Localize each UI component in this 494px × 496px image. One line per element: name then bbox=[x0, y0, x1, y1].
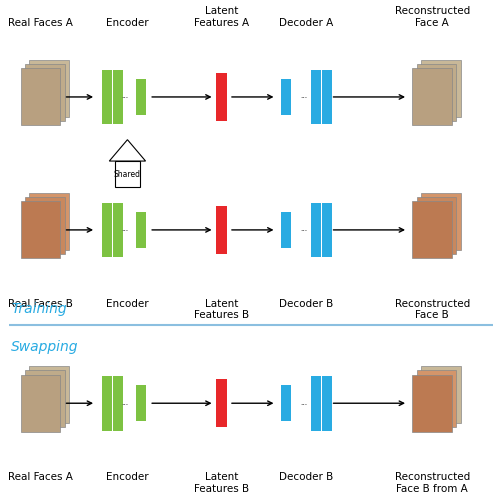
Text: Latent
Features B: Latent Features B bbox=[194, 299, 249, 320]
Text: Encoder: Encoder bbox=[106, 299, 149, 309]
Text: ...: ... bbox=[300, 227, 308, 233]
Text: ...: ... bbox=[122, 227, 128, 233]
Polygon shape bbox=[109, 140, 146, 161]
FancyBboxPatch shape bbox=[21, 375, 60, 432]
FancyBboxPatch shape bbox=[29, 60, 69, 117]
Text: Reconstructed
Face A: Reconstructed Face A bbox=[395, 6, 470, 28]
FancyBboxPatch shape bbox=[421, 366, 461, 423]
Text: ...: ... bbox=[300, 401, 308, 406]
Text: ...: ... bbox=[300, 94, 308, 100]
Text: Shared: Shared bbox=[114, 170, 141, 179]
FancyBboxPatch shape bbox=[25, 371, 65, 428]
FancyBboxPatch shape bbox=[311, 69, 321, 124]
Text: Training: Training bbox=[11, 303, 67, 316]
Text: Real Faces A: Real Faces A bbox=[8, 472, 73, 482]
FancyBboxPatch shape bbox=[136, 79, 146, 115]
FancyBboxPatch shape bbox=[21, 68, 60, 125]
FancyBboxPatch shape bbox=[113, 202, 123, 257]
FancyBboxPatch shape bbox=[281, 385, 291, 421]
FancyBboxPatch shape bbox=[322, 69, 331, 124]
FancyBboxPatch shape bbox=[281, 212, 291, 248]
Text: Real Faces B: Real Faces B bbox=[8, 299, 73, 309]
FancyBboxPatch shape bbox=[29, 366, 69, 423]
Text: Swapping: Swapping bbox=[11, 340, 79, 354]
Text: Reconstructed
Face B: Reconstructed Face B bbox=[395, 299, 470, 320]
FancyBboxPatch shape bbox=[113, 376, 123, 431]
FancyBboxPatch shape bbox=[412, 201, 452, 258]
FancyBboxPatch shape bbox=[416, 371, 456, 428]
Text: ...: ... bbox=[122, 401, 128, 406]
FancyBboxPatch shape bbox=[216, 206, 227, 253]
FancyBboxPatch shape bbox=[322, 376, 331, 431]
FancyBboxPatch shape bbox=[416, 197, 456, 254]
Text: Real Faces A: Real Faces A bbox=[8, 18, 73, 28]
FancyBboxPatch shape bbox=[21, 201, 60, 258]
FancyBboxPatch shape bbox=[136, 385, 146, 421]
FancyBboxPatch shape bbox=[421, 193, 461, 250]
FancyBboxPatch shape bbox=[102, 202, 112, 257]
FancyBboxPatch shape bbox=[216, 73, 227, 121]
FancyBboxPatch shape bbox=[311, 376, 321, 431]
Text: Latent
Features B: Latent Features B bbox=[194, 472, 249, 494]
FancyBboxPatch shape bbox=[102, 69, 112, 124]
Text: Decoder A: Decoder A bbox=[279, 18, 333, 28]
Text: Latent
Features A: Latent Features A bbox=[194, 6, 249, 28]
FancyBboxPatch shape bbox=[25, 197, 65, 254]
FancyBboxPatch shape bbox=[115, 161, 139, 187]
Text: Decoder B: Decoder B bbox=[279, 299, 333, 309]
FancyBboxPatch shape bbox=[416, 64, 456, 121]
FancyBboxPatch shape bbox=[311, 202, 321, 257]
Text: Encoder: Encoder bbox=[106, 18, 149, 28]
FancyBboxPatch shape bbox=[421, 60, 461, 117]
FancyBboxPatch shape bbox=[29, 193, 69, 250]
FancyBboxPatch shape bbox=[412, 68, 452, 125]
FancyBboxPatch shape bbox=[136, 212, 146, 248]
Text: Decoder B: Decoder B bbox=[279, 472, 333, 482]
FancyBboxPatch shape bbox=[113, 69, 123, 124]
FancyBboxPatch shape bbox=[281, 79, 291, 115]
FancyBboxPatch shape bbox=[322, 202, 331, 257]
FancyBboxPatch shape bbox=[412, 375, 452, 432]
FancyBboxPatch shape bbox=[216, 379, 227, 427]
Text: ...: ... bbox=[122, 94, 128, 100]
Text: Reconstructed
Face B from A: Reconstructed Face B from A bbox=[395, 472, 470, 494]
FancyBboxPatch shape bbox=[102, 376, 112, 431]
Text: Encoder: Encoder bbox=[106, 472, 149, 482]
FancyBboxPatch shape bbox=[25, 64, 65, 121]
